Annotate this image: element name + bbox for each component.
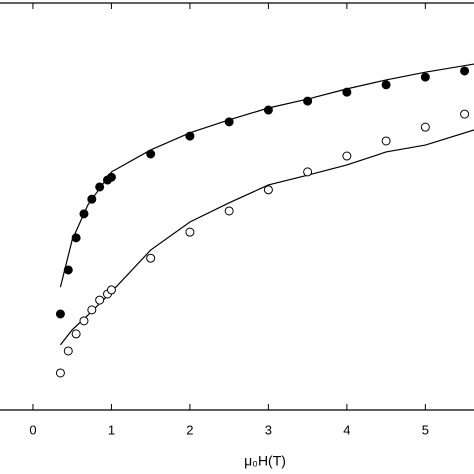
point bbox=[71, 329, 81, 339]
x-tick-label: 2 bbox=[186, 422, 193, 437]
point bbox=[95, 182, 105, 192]
x-tick-label: 1 bbox=[108, 422, 115, 437]
point bbox=[79, 316, 89, 326]
point bbox=[79, 209, 89, 219]
point bbox=[381, 136, 391, 146]
x-axis-label: μ₀H(T) bbox=[244, 453, 286, 469]
point bbox=[87, 305, 97, 315]
point bbox=[146, 253, 156, 263]
point bbox=[185, 227, 195, 237]
point bbox=[95, 295, 105, 305]
x-tick-label: 4 bbox=[343, 422, 350, 437]
point bbox=[224, 206, 234, 216]
point bbox=[55, 368, 65, 378]
point bbox=[303, 96, 313, 106]
point bbox=[106, 172, 116, 182]
point bbox=[460, 109, 470, 119]
x-tick-label: 5 bbox=[422, 422, 429, 437]
point bbox=[381, 80, 391, 90]
point bbox=[106, 285, 116, 295]
x-tick-label: 0 bbox=[29, 422, 36, 437]
point bbox=[146, 149, 156, 159]
point bbox=[71, 233, 81, 243]
point bbox=[185, 131, 195, 141]
point bbox=[263, 105, 273, 115]
point bbox=[420, 122, 430, 132]
point bbox=[63, 265, 73, 275]
point bbox=[303, 167, 313, 177]
point bbox=[342, 87, 352, 97]
point bbox=[263, 185, 273, 195]
point bbox=[87, 194, 97, 204]
fit-line bbox=[59, 129, 474, 346]
fit-line bbox=[59, 63, 474, 288]
point bbox=[460, 66, 470, 76]
point bbox=[342, 151, 352, 161]
point bbox=[224, 117, 234, 127]
point bbox=[63, 346, 73, 356]
point bbox=[420, 72, 430, 82]
point bbox=[55, 309, 65, 319]
x-tick-label: 3 bbox=[265, 422, 272, 437]
